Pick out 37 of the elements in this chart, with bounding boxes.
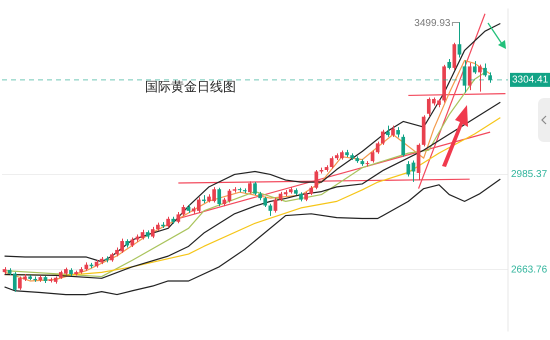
y-tick-label: 2985.37 <box>511 169 548 180</box>
candlestick <box>462 60 466 93</box>
candlestick <box>182 204 186 216</box>
ref-line-label: 3304.41 <box>512 74 549 86</box>
candlestick <box>314 170 318 190</box>
candlestick <box>472 60 477 74</box>
candlestick <box>248 180 252 194</box>
annotation: 3499.93 <box>414 18 451 29</box>
candlestick <box>401 134 406 158</box>
candlestick <box>452 42 456 70</box>
candlestick <box>370 150 374 164</box>
candlestick <box>447 58 452 70</box>
candlestick <box>396 126 400 138</box>
candlestick <box>166 216 170 228</box>
candlestick <box>268 203 272 216</box>
y-tick-label: 2663.76 <box>511 264 548 276</box>
candlestick <box>458 22 462 58</box>
candlestick <box>386 125 390 138</box>
candlestick <box>391 125 395 138</box>
candlestick <box>330 156 334 170</box>
candlestick <box>176 212 180 224</box>
candlestick <box>483 62 487 78</box>
candlestick <box>274 197 278 214</box>
candlestick <box>376 141 380 154</box>
candlestick <box>468 62 472 91</box>
text: 国际黄金日线图 <box>145 79 236 96</box>
candlestick <box>130 236 134 248</box>
candlestick <box>12 272 17 292</box>
candlestick <box>478 64 482 92</box>
candlestick <box>217 187 222 207</box>
candlestick <box>150 226 155 239</box>
candlestick <box>304 191 308 202</box>
candlestick <box>380 129 385 146</box>
candlestick <box>263 196 268 208</box>
candlestick <box>488 72 492 84</box>
candlestick <box>253 181 257 196</box>
candlestick <box>299 192 303 202</box>
